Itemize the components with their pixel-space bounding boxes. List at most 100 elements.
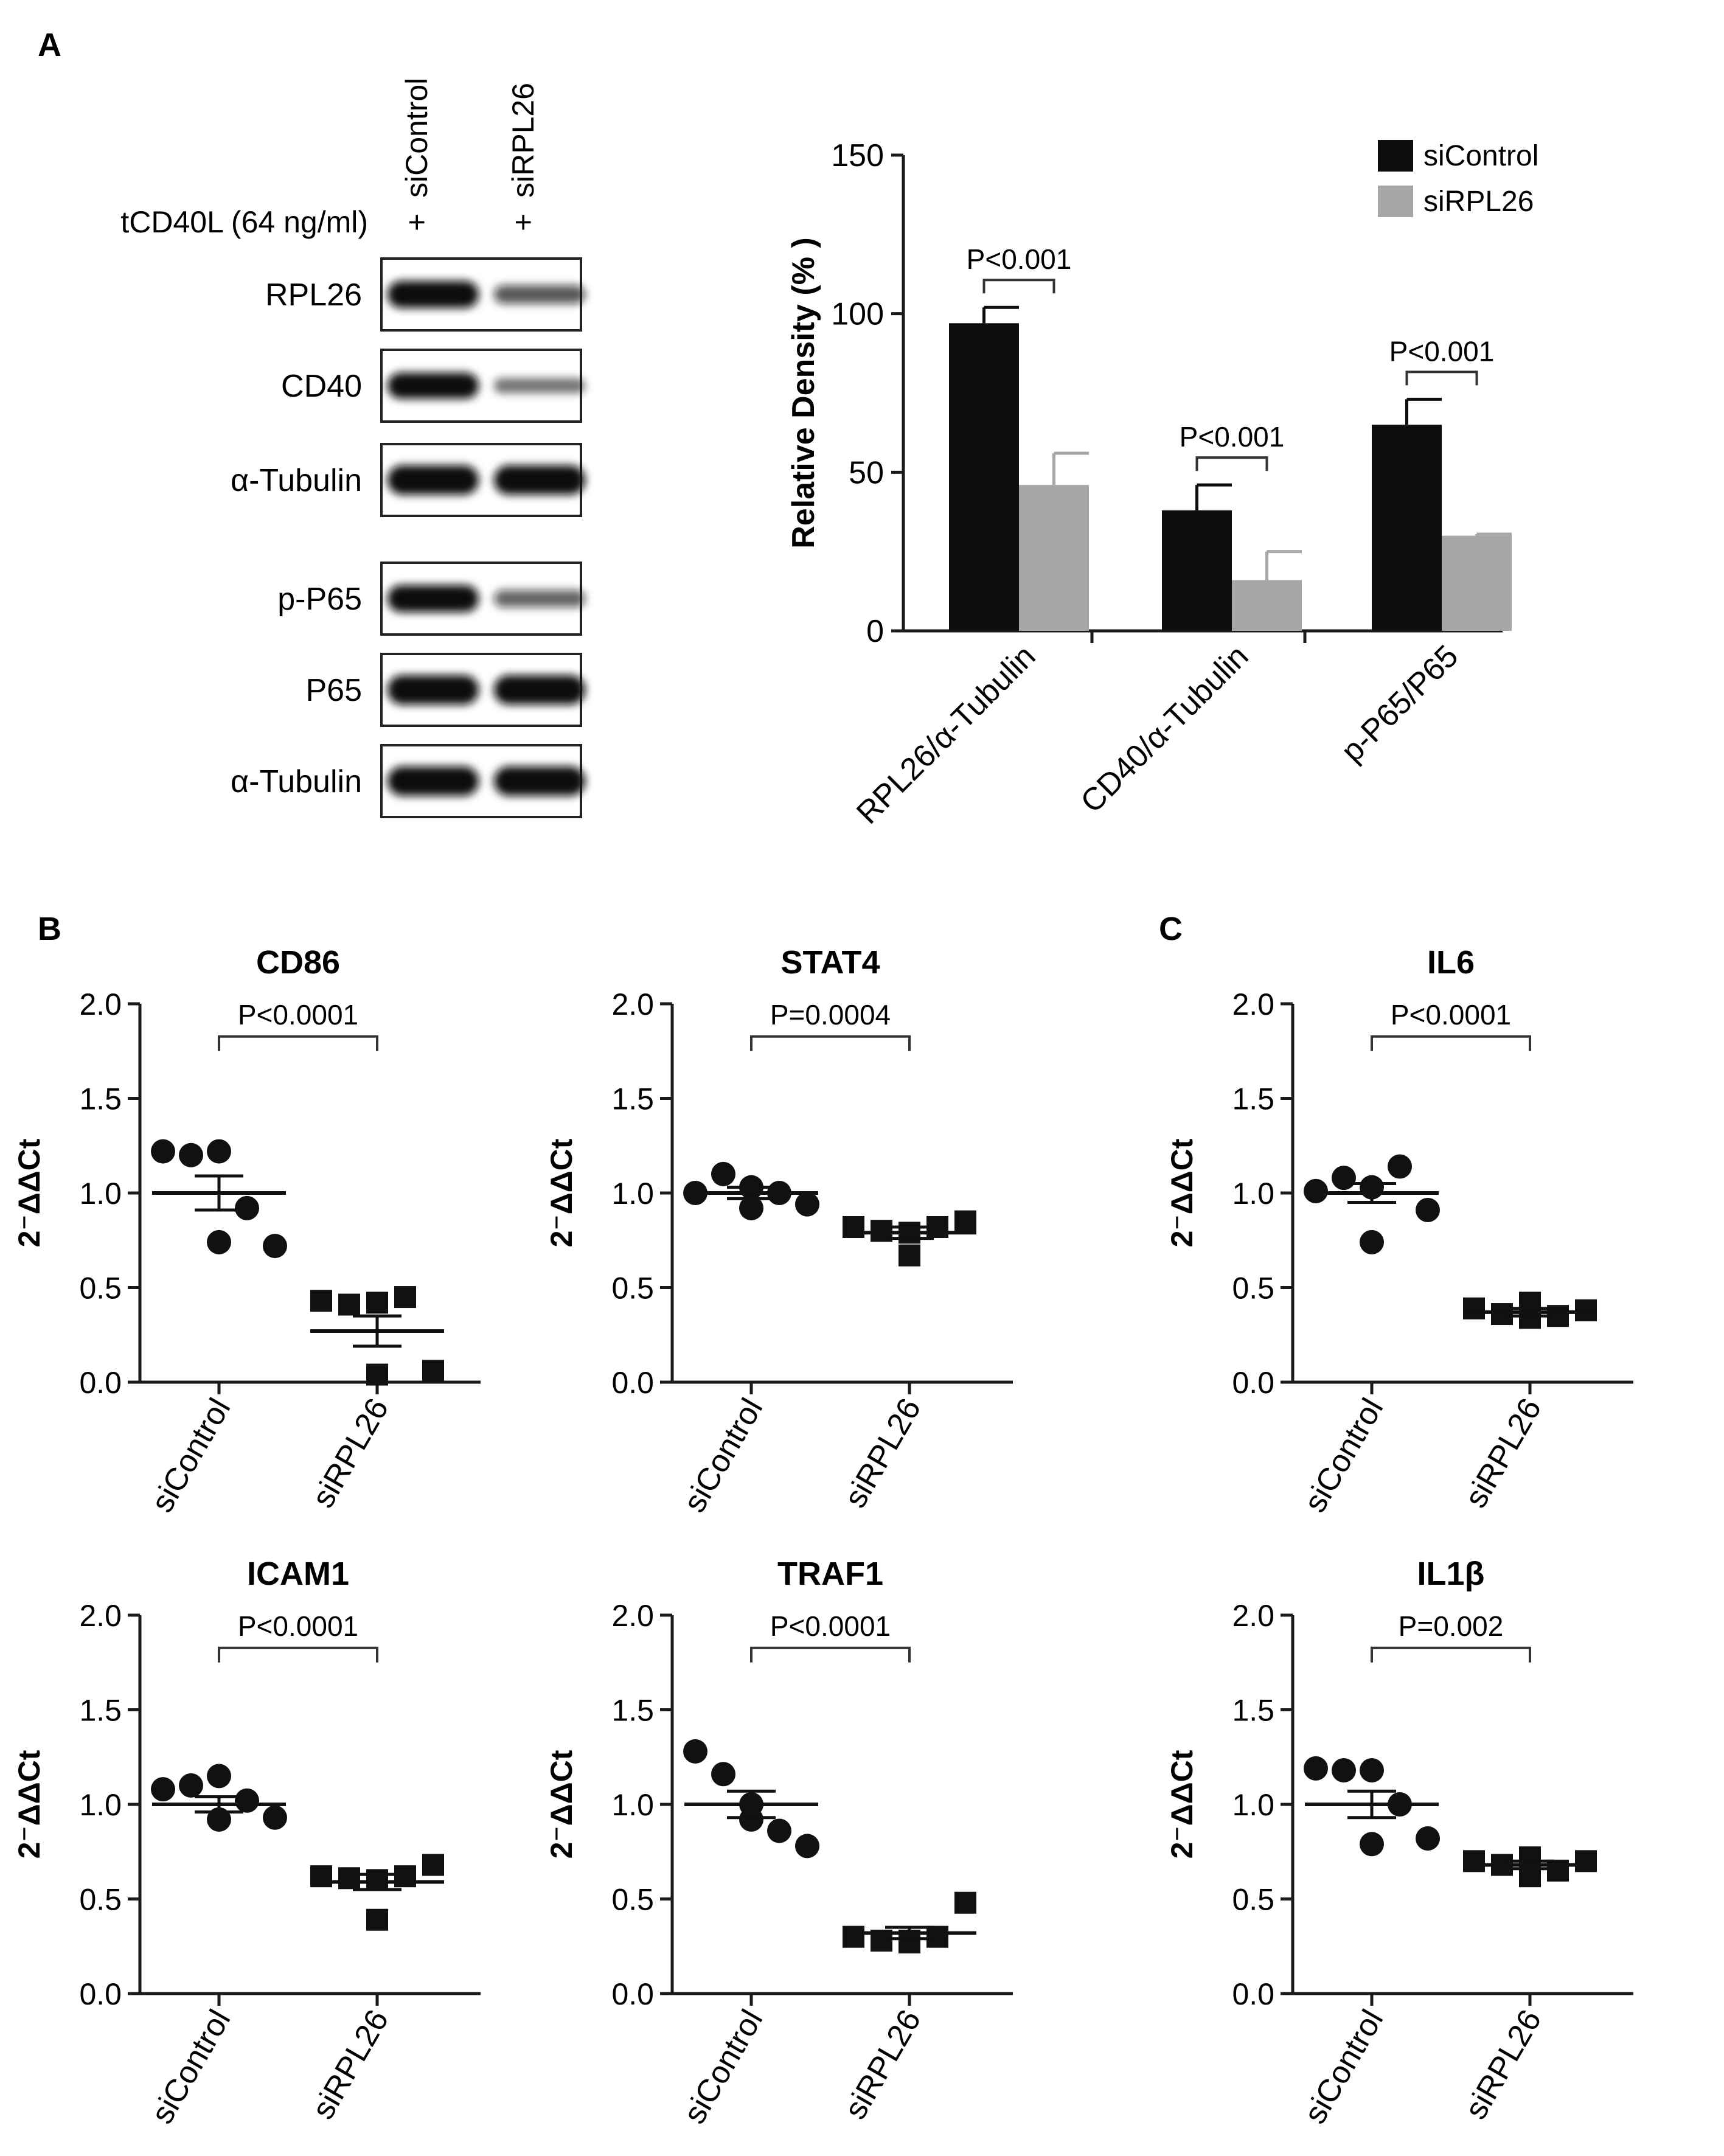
p-value-label: P<0.001 bbox=[967, 243, 1072, 275]
scatter-panel-traf1: TRAF1 0.0 0.5 1.0 1.5 2.0 2⁻ΔΔCt siControl siRPL… bbox=[544, 1556, 1013, 2130]
blot-band-1-0 bbox=[388, 372, 479, 399]
scatter-panel-il6: IL6 0.0 0.5 1.0 1.5 2.0 2⁻ΔΔCt siControl siRPL26… bbox=[1165, 944, 1633, 1518]
p-value-label: P<0.0001 bbox=[238, 1610, 358, 1642]
data-point-sirpl26 bbox=[843, 1925, 864, 1948]
x-category-label: siControl bbox=[677, 1393, 770, 1518]
scatter-charts: CD86 0.0 0.5 1.0 1.5 2.0 2⁻ΔΔCt siControl siRPL2… bbox=[12, 944, 1633, 2130]
blot-row-label: α-Tubulin bbox=[231, 463, 362, 498]
y-tick-label: 0.5 bbox=[1232, 1883, 1274, 1917]
y-tick-label: 100 bbox=[831, 297, 884, 332]
x-category-label: siControl bbox=[1298, 2004, 1391, 2130]
y-tick-label: 2.0 bbox=[1232, 1599, 1274, 1633]
legend-label-sicontrol: siControl bbox=[1423, 140, 1538, 172]
data-point-sicontrol bbox=[1360, 1229, 1384, 1254]
data-point-sirpl26 bbox=[310, 1865, 332, 1888]
data-point-sirpl26 bbox=[954, 1210, 976, 1233]
significance-bracket bbox=[750, 1646, 911, 1663]
blot-row-label: P65 bbox=[305, 673, 362, 708]
data-point-sicontrol bbox=[795, 1834, 819, 1859]
y-tick-label: 50 bbox=[849, 455, 884, 490]
data-point-sirpl26 bbox=[926, 1925, 948, 1948]
data-point-sicontrol bbox=[711, 1161, 735, 1186]
data-point-sirpl26 bbox=[843, 1215, 864, 1238]
y-tick-label: 0.0 bbox=[611, 1977, 654, 2011]
significance-bracket bbox=[1405, 370, 1478, 386]
bar-sirpl26-2 bbox=[1442, 535, 1512, 631]
y-axis-label: 2⁻ΔΔCt bbox=[544, 1138, 579, 1247]
y-tick-label: 2.0 bbox=[79, 987, 122, 1021]
data-point-sicontrol bbox=[1388, 1154, 1412, 1179]
bar-chart-relative-density: 0 50 100 150 Relative Density (% ) P<0.001 RPL… bbox=[786, 138, 1538, 831]
y-tick-label: 1.5 bbox=[79, 1082, 122, 1116]
blot-band-5-0 bbox=[388, 766, 479, 796]
data-point-sirpl26 bbox=[338, 1293, 360, 1316]
y-tick-label: 0.0 bbox=[79, 1366, 122, 1400]
data-point-sicontrol bbox=[1304, 1178, 1328, 1203]
y-axis-label: Relative Density (% ) bbox=[786, 237, 821, 549]
panel-label-a: A bbox=[38, 27, 61, 63]
y-tick-label: 1.5 bbox=[1232, 1694, 1274, 1728]
scatter-panel-stat4: STAT4 0.0 0.5 1.0 1.5 2.0 2⁻ΔΔCt siControl siRPL… bbox=[544, 944, 1013, 1518]
y-axis-label: 2⁻ΔΔCt bbox=[1165, 1138, 1199, 1247]
data-point-sicontrol bbox=[1360, 1758, 1384, 1783]
data-point-sicontrol bbox=[179, 1142, 203, 1167]
chart-title: STAT4 bbox=[780, 944, 880, 981]
x-category-label: siRPL26 bbox=[305, 1393, 396, 1514]
chart-title: IL6 bbox=[1427, 944, 1475, 981]
blot-row-label: p-P65 bbox=[277, 582, 362, 617]
y-axis-label: 2⁻ΔΔCt bbox=[12, 1138, 46, 1247]
data-point-sirpl26 bbox=[338, 1867, 360, 1890]
data-point-sirpl26 bbox=[1463, 1297, 1485, 1320]
data-point-sicontrol bbox=[179, 1773, 203, 1798]
bar-sicontrol-2 bbox=[1372, 425, 1442, 631]
x-category-label: siControl bbox=[1298, 1393, 1391, 1518]
data-point-sicontrol bbox=[235, 1195, 259, 1220]
data-point-sicontrol bbox=[207, 1229, 231, 1254]
blot-band-3-1 bbox=[494, 589, 585, 608]
p-value-label: P<0.0001 bbox=[238, 999, 358, 1031]
y-tick-label: 0.5 bbox=[79, 1883, 122, 1917]
y-tick-label: 2.0 bbox=[611, 1599, 654, 1633]
significance-bracket bbox=[982, 279, 1055, 294]
chart-title: ICAM1 bbox=[247, 1556, 349, 1592]
y-tick-label: 1.0 bbox=[79, 1177, 122, 1211]
lane-label-sicontrol: siControl bbox=[400, 78, 434, 198]
y-tick-label: 0.5 bbox=[611, 1271, 654, 1306]
category-label: p-P65/P65 bbox=[1335, 638, 1465, 769]
data-point-sicontrol bbox=[207, 1764, 231, 1789]
y-tick-label: 2.0 bbox=[79, 1599, 122, 1633]
x-category-label: siControl bbox=[145, 1393, 238, 1518]
data-point-sicontrol bbox=[1360, 1832, 1384, 1857]
data-point-sirpl26 bbox=[394, 1865, 416, 1888]
y-tick-label: 0 bbox=[866, 614, 884, 649]
data-point-sirpl26 bbox=[954, 1891, 976, 1914]
data-point-sirpl26 bbox=[366, 1363, 388, 1386]
data-point-sirpl26 bbox=[310, 1290, 332, 1312]
data-point-sicontrol bbox=[151, 1777, 175, 1802]
bar-sirpl26-0 bbox=[1019, 485, 1089, 631]
data-point-sicontrol bbox=[1332, 1758, 1356, 1783]
y-axis-label: 2⁻ΔΔCt bbox=[12, 1750, 46, 1859]
y-tick-label: 1.5 bbox=[611, 1694, 654, 1728]
p-value-label: P=0.002 bbox=[1399, 1610, 1504, 1642]
scatter-panel-icam1: ICAM1 0.0 0.5 1.0 1.5 2.0 2⁻ΔΔCt siControl siRPL… bbox=[12, 1556, 481, 2130]
bar-sirpl26-1 bbox=[1232, 580, 1302, 631]
bar-sicontrol-1 bbox=[1162, 510, 1232, 631]
blot-band-3-0 bbox=[388, 585, 479, 613]
data-point-sicontrol bbox=[711, 1762, 735, 1787]
blot-band-0-0 bbox=[388, 280, 479, 308]
blot-band-0-1 bbox=[494, 285, 585, 304]
blot-band-4-0 bbox=[388, 675, 479, 705]
x-category-label: siRPL26 bbox=[1458, 2004, 1549, 2125]
category-label: RPL26/α-Tubulin bbox=[850, 638, 1042, 830]
significance-bracket bbox=[1195, 456, 1268, 471]
legend-swatch-sicontrol bbox=[1378, 140, 1413, 172]
data-point-sicontrol bbox=[1416, 1826, 1440, 1851]
blot-band-2-0 bbox=[388, 465, 479, 495]
panel-label-b: B bbox=[38, 911, 61, 947]
data-point-sirpl26 bbox=[394, 1286, 416, 1309]
category-label: CD40/α-Tubulin bbox=[1074, 638, 1256, 819]
scatter-panel-cd86: CD86 0.0 0.5 1.0 1.5 2.0 2⁻ΔΔCt siControl siRPL2… bbox=[12, 944, 481, 1518]
y-tick-label: 1.0 bbox=[611, 1788, 654, 1822]
